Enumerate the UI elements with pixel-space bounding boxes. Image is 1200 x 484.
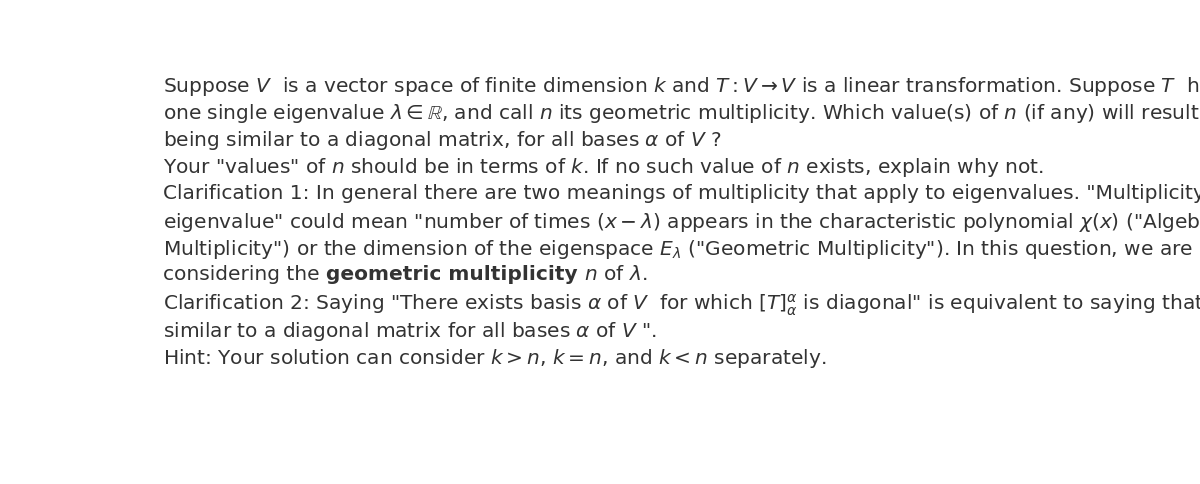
Text: being similar to a diagonal matrix, for all bases $\alpha$ of $V$ ?: being similar to a diagonal matrix, for … (163, 129, 722, 152)
Text: Clarification 2: Saying "There exists basis $\alpha$ of $V$  for which $[T]^{\al: Clarification 2: Saying "There exists ba… (163, 292, 1200, 318)
Text: similar to a diagonal matrix for all bases $\alpha$ of $V$ ".: similar to a diagonal matrix for all bas… (163, 320, 658, 343)
Text: Clarification 1: In general there are two meanings of multiplicity that apply to: Clarification 1: In general there are tw… (163, 183, 1200, 203)
Text: one single eigenvalue $\lambda \in \mathbb{R}$, and call $n$ its geometric multi: one single eigenvalue $\lambda \in \math… (163, 102, 1200, 128)
Text: Your "values" of $n$ should be in terms of $k$. If no such value of $n$ exists, : Your "values" of $n$ should be in terms … (163, 156, 1044, 180)
Text: $n$ of $\lambda$.: $n$ of $\lambda$. (577, 265, 647, 284)
Text: Suppose $V$  is a vector space of finite dimension $k$ and $T : V \rightarrow V$: Suppose $V$ is a vector space of finite … (163, 75, 1200, 98)
Text: considering the: considering the (163, 265, 326, 284)
Text: Multiplicity") or the dimension of the eigenspace $E_{\lambda}$ ("Geometric Mult: Multiplicity") or the dimension of the e… (163, 238, 1193, 261)
Text: geometric multiplicity: geometric multiplicity (326, 265, 577, 284)
Text: Hint: Your solution can consider $k > n$, $k = n$, and $k < n$ separately.: Hint: Your solution can consider $k > n$… (163, 347, 827, 370)
Text: eigenvalue" could mean "number of times $(x - \lambda)$ appears in the character: eigenvalue" could mean "number of times … (163, 211, 1200, 234)
